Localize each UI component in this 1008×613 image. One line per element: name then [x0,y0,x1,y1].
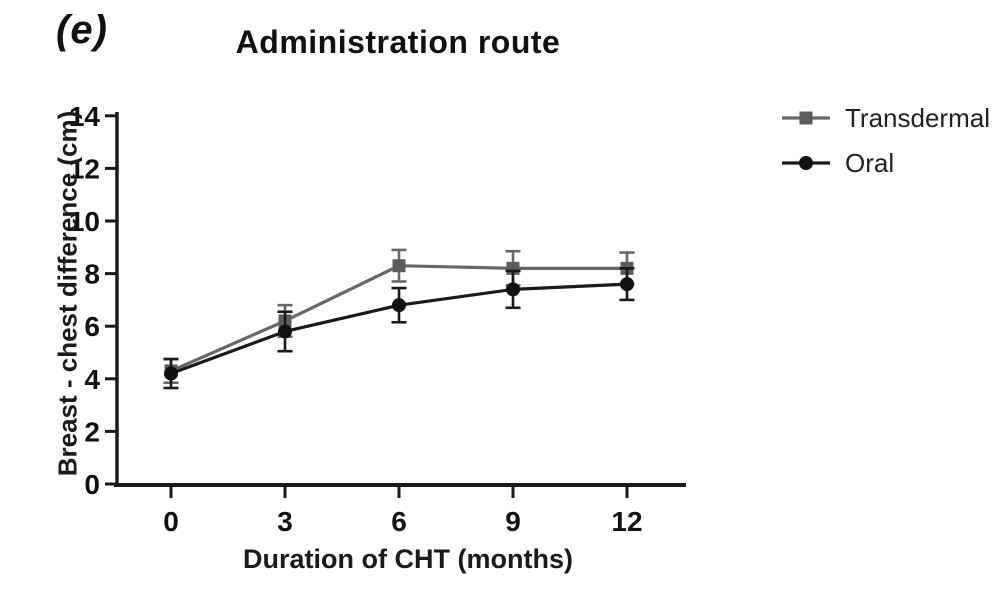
y-tick-label: 2 [84,416,100,447]
x-axis-title: Duration of CHT (months) [243,544,573,574]
y-axis-title: Breast - chest difference (cm) [52,110,83,477]
panel-label: (e) [56,8,108,52]
y-tick-label: 14 [69,101,101,132]
y-tick-label: 10 [69,206,100,237]
legend-marker-square [799,111,813,125]
legend-marker-circle [799,156,813,170]
legend-label-transdermal: Transdermal [845,103,990,133]
marker-circle-oral [506,282,520,297]
legend-label-oral: Oral [845,148,894,178]
marker-circle-oral [620,277,634,292]
marker-circle-oral [392,298,406,313]
y-tick-label: 6 [84,311,100,342]
chart-title: Administration route [235,24,561,60]
y-tick-label: 12 [69,153,100,184]
x-tick-label: 12 [611,506,642,537]
marker-square-transdermal [392,259,406,273]
marker-circle-oral [278,324,292,339]
x-tick-label: 0 [163,506,179,537]
y-tick-label: 4 [84,364,100,395]
x-tick-label: 3 [277,506,293,537]
marker-circle-oral [164,366,178,381]
x-tick-label: 6 [391,506,407,537]
y-tick-label: 8 [84,259,100,290]
x-tick-label: 9 [505,506,521,537]
y-tick-label: 0 [84,469,100,500]
